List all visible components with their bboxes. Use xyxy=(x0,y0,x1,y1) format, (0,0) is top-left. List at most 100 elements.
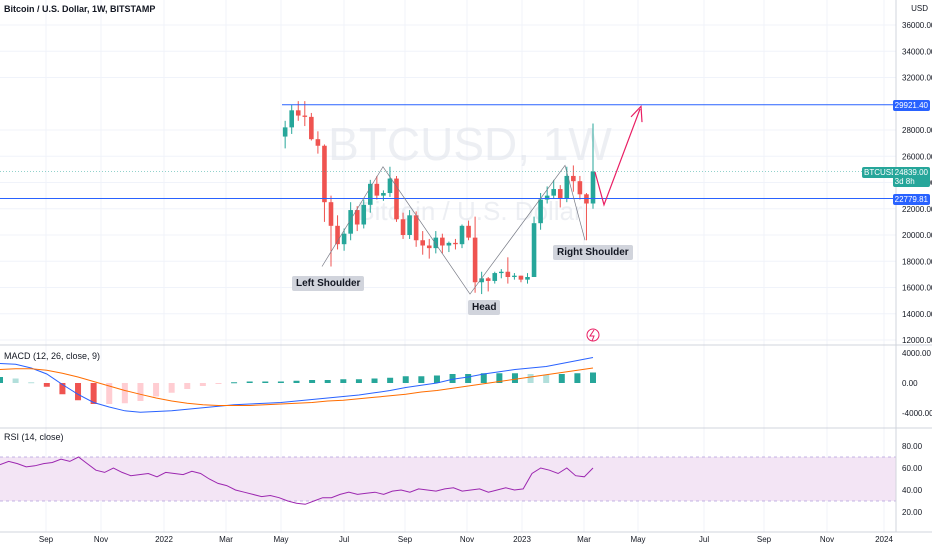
price-tick-label: 28000.00 xyxy=(902,126,932,135)
rsi-band xyxy=(0,456,896,502)
candle-body xyxy=(433,237,439,249)
projection-arrow xyxy=(594,108,641,207)
macd-histogram-bar xyxy=(137,383,144,401)
macd-histogram-bar xyxy=(168,383,175,393)
macd-label: MACD (12, 26, close, 9) xyxy=(4,351,101,361)
macd-histogram-bar xyxy=(121,383,128,404)
macd-histogram-bar xyxy=(527,374,534,383)
candle-body xyxy=(322,145,327,203)
macd-histogram-bar xyxy=(496,373,503,383)
macd-histogram-bar xyxy=(0,377,3,383)
macd-histogram-bar xyxy=(418,376,425,383)
x-tick-label: Nov xyxy=(820,535,834,544)
axes xyxy=(0,0,932,533)
candle-body xyxy=(512,275,517,277)
neckline-tag: 22779.81 xyxy=(892,194,930,205)
x-tick-label: 2024 xyxy=(875,535,893,544)
candle-body xyxy=(341,233,347,245)
macd-histogram-bar xyxy=(12,378,19,383)
macd-tick-label: 0.00 xyxy=(902,379,918,388)
chart-title: Bitcoin / U.S. Dollar, 1W, BITSTAMP xyxy=(4,4,156,14)
level-lines[interactable] xyxy=(0,104,896,200)
price-symbol: BTCUSD xyxy=(864,168,897,177)
macd-histogram-bar xyxy=(59,383,66,395)
candle-body xyxy=(328,202,334,226)
price-tick-label: 36000.00 xyxy=(902,21,932,30)
candle-body xyxy=(472,237,478,283)
grid-lines xyxy=(0,0,896,532)
candle-body xyxy=(440,237,445,246)
macd-histogram-bar xyxy=(371,378,378,383)
price-tick-label: 22000.00 xyxy=(902,205,932,214)
left-shoulder-label[interactable]: Left Shoulder xyxy=(292,276,365,291)
macd-histogram-bar xyxy=(433,375,440,383)
macd-histogram-bar xyxy=(340,379,347,383)
candle-body xyxy=(368,183,373,205)
candle-body xyxy=(564,175,570,199)
candle-body xyxy=(505,271,511,277)
last-price: 24839.00 xyxy=(894,168,928,177)
price-tick-label: 12000.00 xyxy=(902,336,932,345)
watermark-name: Bitcoin / U.S. Dollar xyxy=(357,196,583,226)
candle-body xyxy=(282,127,288,137)
candle-body xyxy=(466,225,471,238)
price-tick-label: 18000.00 xyxy=(902,257,932,266)
candle-body xyxy=(315,139,321,146)
x-tick-label: Sep xyxy=(39,535,54,544)
macd-histogram-bar xyxy=(543,374,550,383)
macd-histogram-bar xyxy=(387,377,394,383)
candle-body xyxy=(479,278,484,283)
candle-body xyxy=(426,245,432,249)
price-axis-currency: USD xyxy=(911,4,928,13)
candle-body xyxy=(335,225,340,245)
x-tick-label: Jul xyxy=(699,535,709,544)
last-price-tag: 24839.00 3d 8h xyxy=(892,167,930,187)
head-shoulders-pattern[interactable] xyxy=(321,104,643,342)
macd-histogram-bar xyxy=(262,381,269,383)
flash-icon xyxy=(586,328,600,342)
price-tick-label: 14000.00 xyxy=(902,310,932,319)
macd-histogram-bar xyxy=(106,383,113,404)
price-tick-label: 26000.00 xyxy=(902,152,932,161)
candle-body xyxy=(407,215,412,235)
macd-tick-label: 4000.00 xyxy=(902,349,931,358)
rsi-line xyxy=(0,456,594,505)
watermark-symbol: BTCUSD, 1W xyxy=(328,118,612,170)
candle-body xyxy=(400,219,406,235)
x-tick-label: May xyxy=(630,535,645,544)
macd-histogram-bar xyxy=(43,383,50,387)
rsi-tick-label: 20.00 xyxy=(902,508,923,517)
price-tick-label: 20000.00 xyxy=(902,231,932,240)
candle-body xyxy=(302,115,308,117)
macd-series xyxy=(0,357,596,413)
candle-body xyxy=(413,215,419,241)
macd-histogram-bar xyxy=(480,373,487,383)
x-tick-label: 2022 xyxy=(155,535,173,544)
rsi-tick-label: 60.00 xyxy=(902,464,923,473)
pattern-outline xyxy=(321,164,586,295)
candle-body xyxy=(485,278,491,281)
candle-body xyxy=(571,175,576,182)
macd-histogram-bar xyxy=(590,372,596,383)
x-tick-label: Nov xyxy=(94,535,108,544)
head-label[interactable]: Head xyxy=(468,300,501,315)
candle-body xyxy=(295,110,301,116)
candle-body xyxy=(531,223,537,277)
x-tick-label: Sep xyxy=(398,535,413,544)
price-tick-label: 34000.00 xyxy=(902,47,932,56)
x-tick-label: Mar xyxy=(577,535,591,544)
macd-histogram-bar xyxy=(153,383,160,397)
right-shoulder-label[interactable]: Right Shoulder xyxy=(553,245,633,260)
candle-body xyxy=(544,195,550,200)
price-tag: BTCUSD xyxy=(862,167,897,178)
macd-histogram-bar xyxy=(355,379,362,383)
candle-body xyxy=(387,178,393,193)
macd-histogram-bar xyxy=(231,382,238,384)
x-tick-label: Sep xyxy=(757,535,772,544)
arrow-head xyxy=(630,104,643,123)
candle-body xyxy=(381,193,386,196)
candle-body xyxy=(289,110,294,128)
macd-histogram-bar xyxy=(277,381,284,383)
